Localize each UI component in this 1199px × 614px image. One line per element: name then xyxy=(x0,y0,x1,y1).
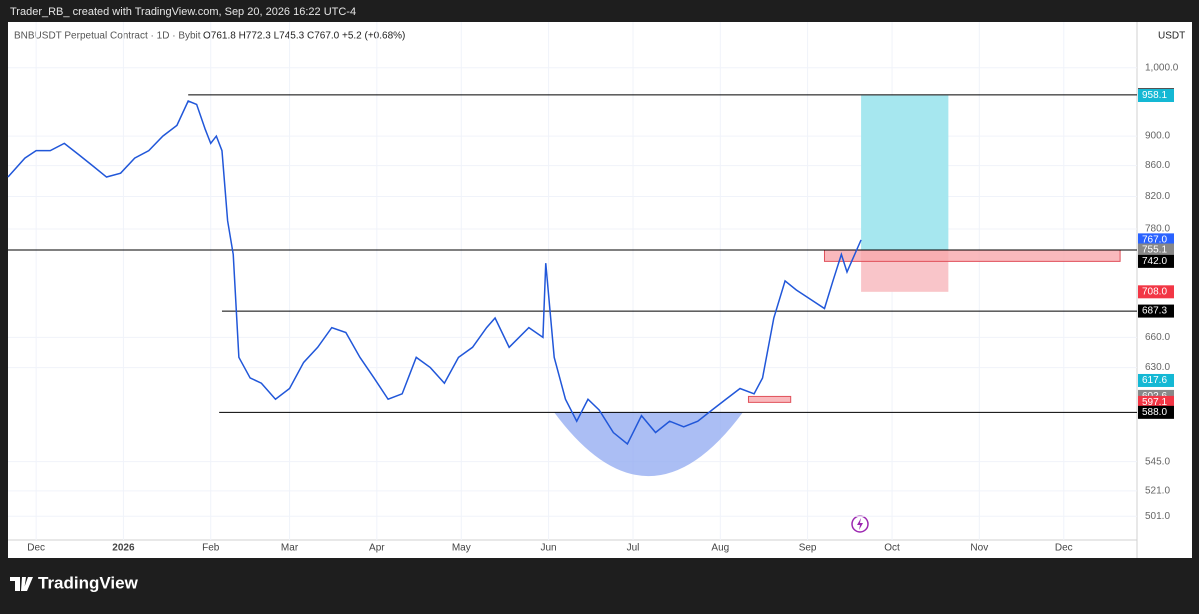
cup-shape xyxy=(554,412,743,477)
x-tick-label: Jul xyxy=(627,543,640,554)
zone xyxy=(823,249,1121,262)
price-label: 617.6 xyxy=(1142,375,1167,386)
price-label: 687.3 xyxy=(1142,306,1167,317)
logo: TradingView xyxy=(10,573,139,592)
price-label: 597.1 xyxy=(1142,397,1167,408)
zone xyxy=(747,395,792,403)
y-tick-label: 900.0 xyxy=(1145,131,1170,142)
ohlc: O761.8 H772.3 L745.3 C767.0 +5.2 (+0.68%… xyxy=(203,31,405,42)
y-tick-label: 545.0 xyxy=(1145,456,1170,467)
y-tick-label: 660.0 xyxy=(1145,332,1170,343)
price-label-box xyxy=(1138,254,1174,268)
x-tick-label: Jun xyxy=(541,543,557,554)
price-label: 755.1 xyxy=(1142,245,1167,256)
y-tick-label: 820.0 xyxy=(1145,191,1170,202)
currency: USDT xyxy=(1158,31,1185,42)
price-label-box xyxy=(1138,405,1174,419)
x-tick-label: Apr xyxy=(369,543,385,554)
price-label-box xyxy=(1138,395,1174,409)
x-tick-label: Oct xyxy=(884,543,900,554)
y-tick-label: 1,000.0 xyxy=(1145,62,1179,73)
price-label-box xyxy=(1138,89,1174,103)
y-tick-label: 501.0 xyxy=(1145,511,1170,522)
x-tick-label: 2026 xyxy=(112,543,135,554)
author-line: Trader_RB_ created with TradingView.com,… xyxy=(10,6,356,18)
x-tick-label: Feb xyxy=(202,543,220,554)
x-tick-label: Dec xyxy=(1055,543,1073,554)
x-tick-label: Dec xyxy=(27,543,45,554)
y-tick-label: 630.0 xyxy=(1145,362,1170,373)
price-label: 767.0 xyxy=(1142,235,1167,246)
price-label-box xyxy=(1138,373,1174,387)
price-label: 742.0 xyxy=(1142,256,1167,267)
price-label-box xyxy=(1138,243,1174,257)
x-tick-label: Mar xyxy=(281,543,299,554)
y-tick-label: 860.0 xyxy=(1145,160,1170,171)
price-label: 958.1 xyxy=(1142,90,1167,101)
y-tick-label: 521.0 xyxy=(1145,485,1170,496)
price-label: 588.0 xyxy=(1142,407,1167,418)
x-tick-label: Nov xyxy=(970,543,988,554)
price-label-box xyxy=(1138,285,1174,299)
y-tick-label: 780.0 xyxy=(1145,224,1170,235)
x-tick-label: May xyxy=(452,543,471,554)
chart-area xyxy=(8,22,1192,558)
price-label-box xyxy=(1138,304,1174,318)
x-tick-label: Sep xyxy=(799,543,817,554)
logo-text: TradingView xyxy=(38,573,139,592)
symbol: BNBUSDT Perpetual Contract · 1D · Bybit xyxy=(14,31,201,42)
x-tick-label: Aug xyxy=(711,543,729,554)
price-line xyxy=(7,100,862,446)
position-target xyxy=(861,95,949,251)
price-label: 708.0 xyxy=(1142,286,1167,297)
